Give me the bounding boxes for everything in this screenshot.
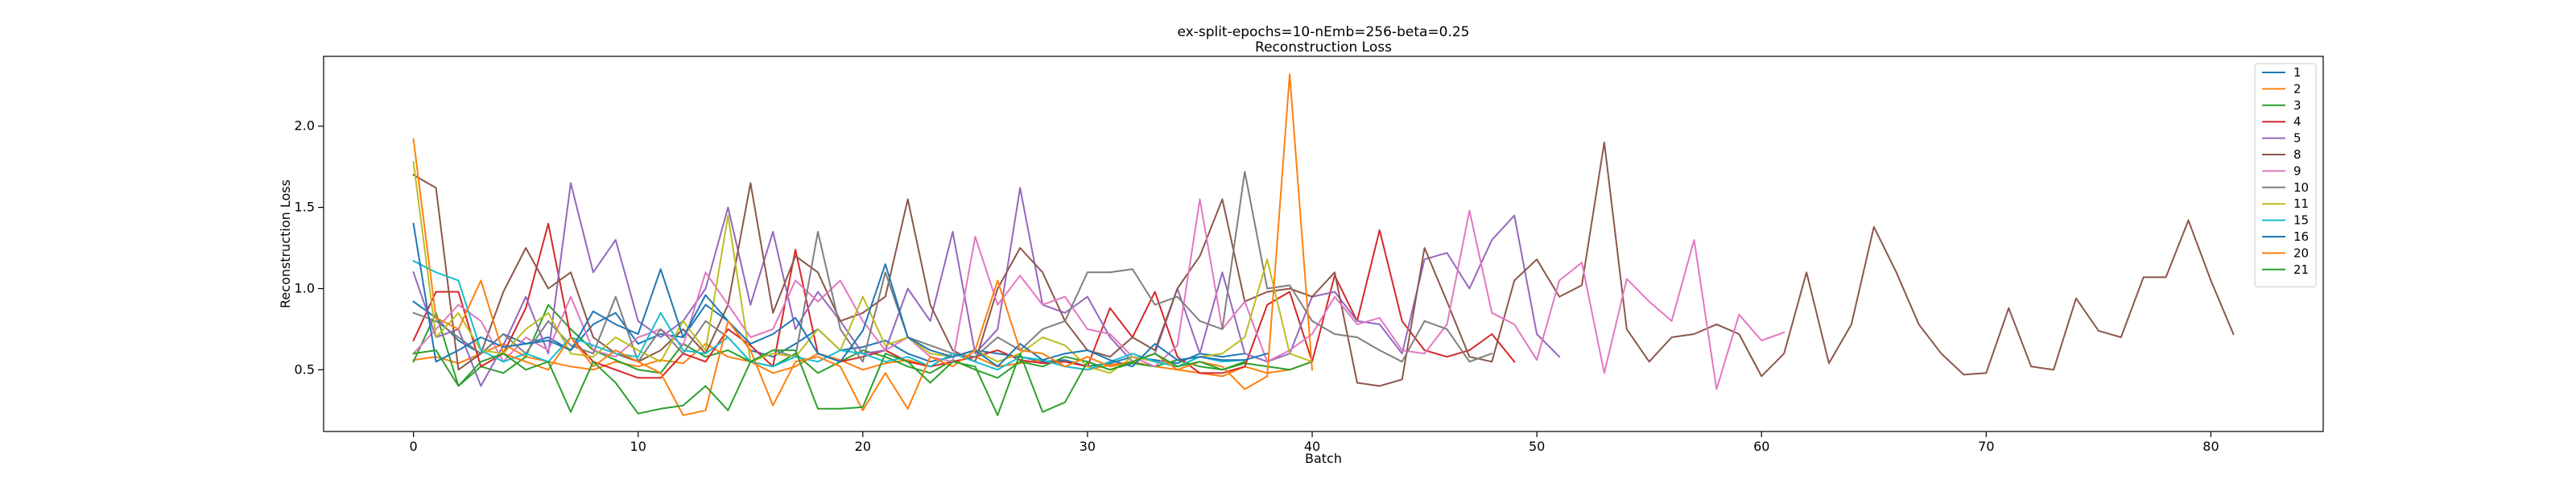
legend-label-4: 4 bbox=[2293, 114, 2301, 129]
x-tick-label: 60 bbox=[1753, 439, 1769, 454]
chart-title: ex-split-epochs=10-nEmb=256-beta=0.25 bbox=[1177, 24, 1469, 40]
legend-label-3: 3 bbox=[2293, 98, 2301, 113]
series-lines bbox=[412, 73, 2235, 416]
legend-label-1: 1 bbox=[2293, 65, 2301, 80]
series-line-3 bbox=[412, 303, 1314, 387]
series-line-5 bbox=[412, 182, 1561, 387]
x-tick-label: 20 bbox=[855, 439, 871, 454]
y-tick-label: 1.0 bbox=[295, 280, 315, 295]
legend-label-8: 8 bbox=[2293, 147, 2301, 162]
y-axis-label: Reconstruction Loss bbox=[278, 180, 293, 308]
legend-label-20: 20 bbox=[2293, 246, 2309, 260]
x-tick-label: 40 bbox=[1304, 439, 1320, 454]
y-tick-label: 2.0 bbox=[295, 118, 315, 134]
legend-label-21: 21 bbox=[2293, 262, 2309, 277]
legend-label-16: 16 bbox=[2293, 229, 2309, 244]
legend-label-9: 9 bbox=[2293, 163, 2301, 178]
plot-area-frame bbox=[323, 56, 2324, 432]
chart-subtitle: Reconstruction Loss bbox=[1255, 39, 1392, 56]
legend-label-5: 5 bbox=[2293, 131, 2301, 146]
series-line-15 bbox=[412, 259, 1246, 371]
y-axis: 0.5 1.0 1.5 2.0 bbox=[295, 118, 324, 377]
x-axis-label: Batch bbox=[1305, 451, 1342, 466]
x-tick-label: 70 bbox=[1978, 439, 1994, 454]
x-tick-label: 0 bbox=[410, 439, 418, 454]
y-tick-label: 1.5 bbox=[295, 200, 315, 215]
series-line-20 bbox=[412, 73, 1314, 416]
y-tick-label: 0.5 bbox=[295, 361, 315, 377]
series-line-2 bbox=[412, 343, 1314, 378]
x-tick-label: 10 bbox=[630, 439, 646, 454]
series-line-21 bbox=[412, 349, 1246, 416]
x-tick-label: 80 bbox=[2202, 439, 2219, 454]
legend-label-10: 10 bbox=[2293, 180, 2309, 195]
legend-box bbox=[2254, 63, 2317, 287]
series-line-9 bbox=[412, 198, 1785, 390]
legend-label-2: 2 bbox=[2293, 81, 2301, 96]
legend-label-11: 11 bbox=[2293, 196, 2309, 211]
x-tick-label: 50 bbox=[1529, 439, 1545, 454]
series-line-16 bbox=[412, 222, 1269, 368]
x-axis: 0 10 20 30 40 50 60 70 80 bbox=[410, 431, 2219, 454]
x-tick-label: 30 bbox=[1080, 439, 1096, 454]
legend-label-15: 15 bbox=[2293, 213, 2309, 228]
